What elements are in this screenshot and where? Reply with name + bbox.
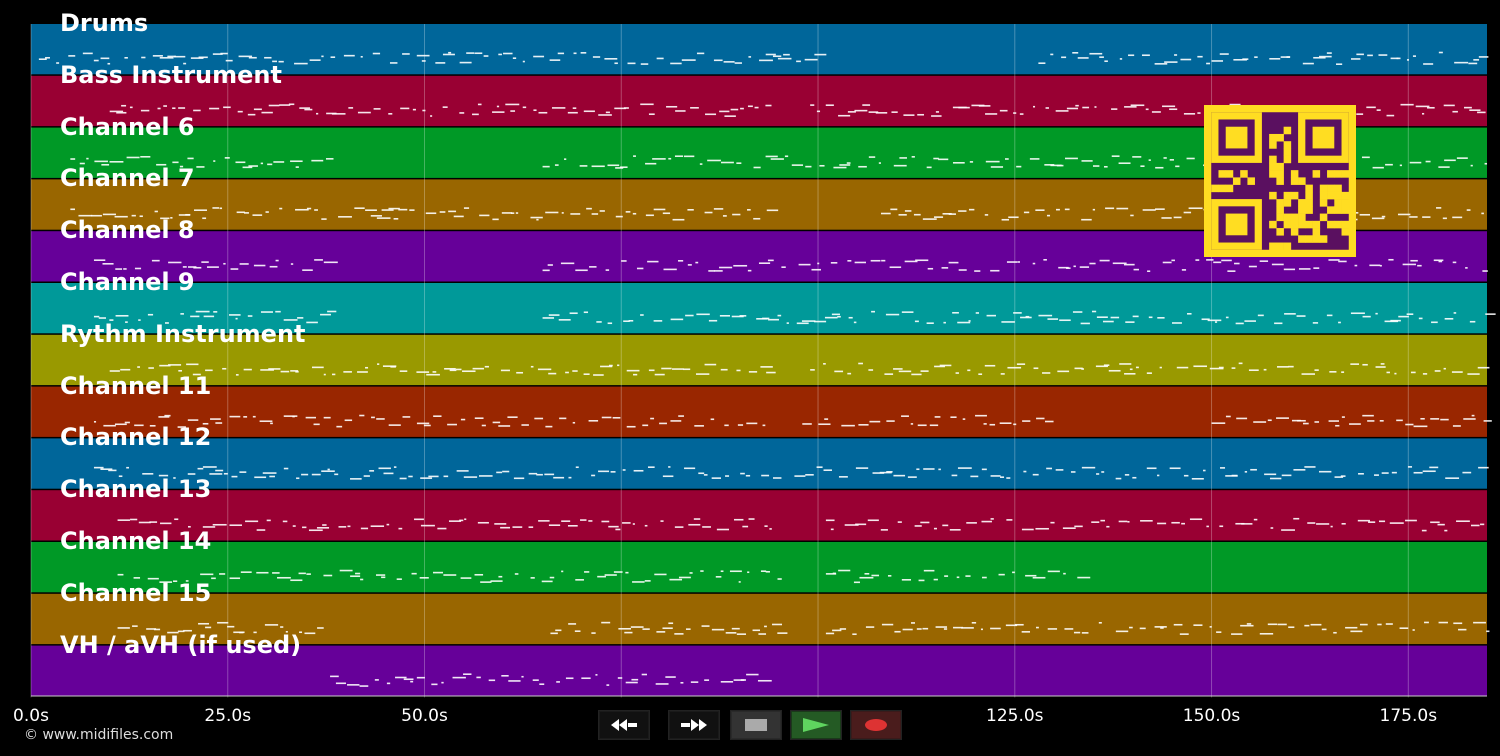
track-band xyxy=(31,438,1487,489)
tick-label: 125.0s xyxy=(986,706,1044,726)
rewind-icon xyxy=(611,719,637,731)
track-label: Channel 14 xyxy=(60,527,212,555)
fast-forward-button[interactable] xyxy=(668,710,720,740)
transport-controls xyxy=(598,710,902,740)
track-band xyxy=(31,593,1487,645)
play-button[interactable] xyxy=(790,710,842,740)
track-label: VH / aVH (if used) xyxy=(60,630,302,659)
rewind-button[interactable] xyxy=(598,710,650,740)
tick-label: 175.0s xyxy=(1379,706,1438,726)
track-label: Channel 12 xyxy=(60,423,212,452)
track-label: Channel 6 xyxy=(60,112,195,141)
stop-icon xyxy=(745,719,767,731)
tick-label: 50.0s xyxy=(401,706,448,726)
track-band xyxy=(31,283,1487,334)
track-label: Channel 11 xyxy=(60,371,212,400)
copyright-text: © www.midifiles.com xyxy=(24,727,174,743)
stop-button[interactable] xyxy=(730,710,782,740)
track-band xyxy=(31,542,1487,593)
track-label: Drums xyxy=(60,9,149,37)
record-button[interactable] xyxy=(850,710,902,740)
track-band xyxy=(31,645,1487,696)
track-band xyxy=(31,386,1487,437)
track-label: Rythm Instrument xyxy=(60,319,306,348)
play-icon xyxy=(803,718,829,732)
track-label: Bass Instrument xyxy=(60,60,282,89)
track-band xyxy=(31,334,1487,386)
qr-code-icon xyxy=(1204,105,1356,257)
track-label: Channel 7 xyxy=(60,164,195,193)
tick-label: 0.0s xyxy=(13,706,49,726)
fast-forward-icon xyxy=(681,719,707,731)
track-label: Channel 15 xyxy=(60,578,212,607)
track-label: Channel 13 xyxy=(60,475,212,504)
tick-label: 150.0s xyxy=(1182,706,1241,726)
record-icon xyxy=(865,719,887,731)
tick-label: 25.0s xyxy=(204,706,252,726)
track-label: Channel 8 xyxy=(60,216,195,245)
track-band xyxy=(31,24,1487,75)
track-label: Channel 9 xyxy=(60,268,195,296)
track-band xyxy=(31,490,1487,541)
